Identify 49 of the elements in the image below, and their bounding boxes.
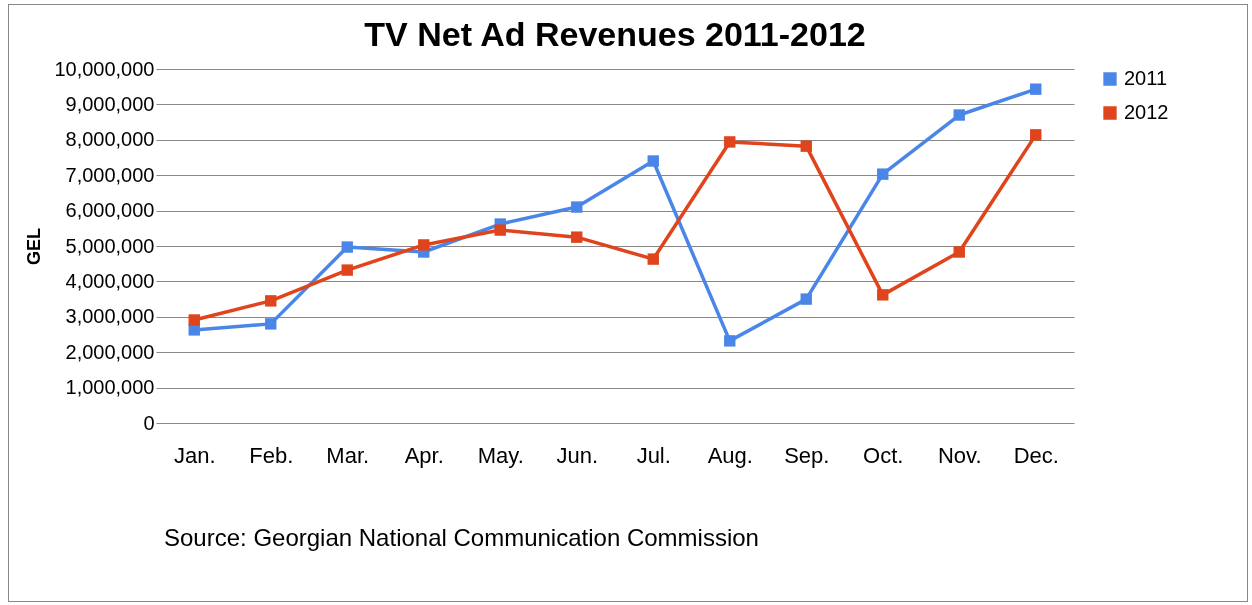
x-tick-label: Dec. [1013,442,1059,468]
x-tick-label: Oct. [863,442,904,468]
x-tick-label: Jun. [556,442,599,468]
x-tick-label: Feb. [249,442,294,468]
chart-title: TV Net Ad Revenues 2011-2012 [364,15,866,53]
y-tick-label: 1,000,000 [65,376,155,399]
point [724,335,736,347]
point [418,239,430,251]
point [877,289,889,301]
point [877,168,889,180]
x-tick-label: May. [477,442,524,468]
point [1030,129,1042,141]
x-tick-label: Aug. [707,442,753,468]
point [188,314,200,326]
point [953,246,965,258]
legend-label: 2011 [1124,67,1168,89]
point [341,241,353,253]
y-tick-label: 9,000,000 [65,92,155,115]
source-note: Source: Georgian National Communication Commission [164,524,759,552]
y-tick-label: 5,000,000 [65,234,155,257]
y-tick-label: 2,000,000 [65,340,155,363]
point [494,224,506,236]
x-tick-label: Jul. [636,442,671,468]
point [265,295,277,307]
y-axis-title: GEL [24,227,45,266]
point [341,264,353,276]
y-tick-label: 6,000,000 [65,199,155,222]
x-tick-label: Apr. [404,442,444,468]
x-tick-label: Nov. [937,442,982,468]
y-tick-label: 0 [143,411,155,434]
point [1030,83,1042,95]
legend-label: 2012 [1124,101,1169,123]
y-tick-label: 3,000,000 [65,305,155,328]
x-tick-label: Mar. [326,442,370,468]
point [953,109,965,121]
point [800,140,812,152]
point [265,318,277,330]
point [800,293,812,305]
point [724,136,736,148]
y-tick-label: 4,000,000 [65,269,155,292]
point [647,253,659,265]
y-tick-label: 10,000,000 [54,57,155,80]
point [571,201,583,213]
x-tick-label: Jan. [173,442,216,468]
x-tick-label: Sep. [784,442,830,468]
point [571,231,583,243]
y-tick-label: 8,000,000 [65,128,155,151]
point [647,155,659,167]
y-tick-label: 7,000,000 [65,163,155,186]
